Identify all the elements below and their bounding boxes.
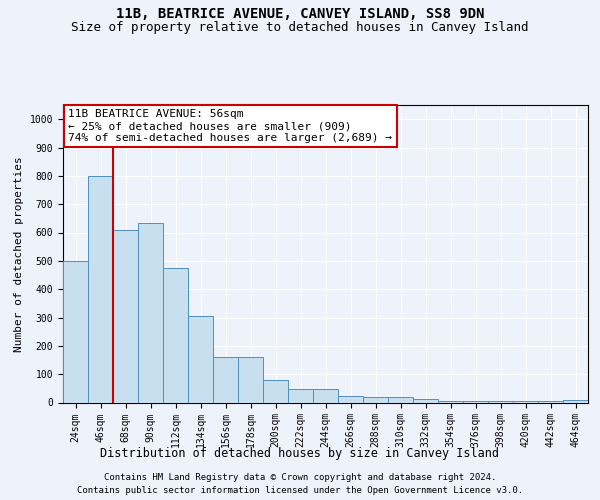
Text: 11B, BEATRICE AVENUE, CANVEY ISLAND, SS8 9DN: 11B, BEATRICE AVENUE, CANVEY ISLAND, SS8… [116, 8, 484, 22]
Bar [388, 397, 413, 402]
Bar [413, 399, 438, 402]
Y-axis label: Number of detached properties: Number of detached properties [14, 156, 24, 352]
Bar [63, 261, 88, 402]
Text: 11B BEATRICE AVENUE: 56sqm
← 25% of detached houses are smaller (909)
74% of sem: 11B BEATRICE AVENUE: 56sqm ← 25% of deta… [68, 110, 392, 142]
Bar [563, 400, 588, 402]
Bar [363, 397, 388, 402]
Bar [138, 222, 163, 402]
Bar [288, 389, 313, 402]
Text: Size of property relative to detached houses in Canvey Island: Size of property relative to detached ho… [71, 21, 529, 34]
Bar [113, 230, 138, 402]
Bar [463, 401, 488, 402]
Text: Distribution of detached houses by size in Canvey Island: Distribution of detached houses by size … [101, 448, 499, 460]
Bar [488, 401, 513, 402]
Bar [163, 268, 188, 402]
Bar [263, 380, 288, 402]
Text: Contains HM Land Registry data © Crown copyright and database right 2024.: Contains HM Land Registry data © Crown c… [104, 472, 496, 482]
Text: Contains public sector information licensed under the Open Government Licence v3: Contains public sector information licen… [77, 486, 523, 495]
Bar [513, 401, 538, 402]
Bar [313, 389, 338, 402]
Bar [338, 396, 363, 402]
Bar [238, 356, 263, 403]
Bar [213, 356, 238, 403]
Bar [88, 176, 113, 402]
Bar [188, 316, 213, 402]
Bar [438, 401, 463, 402]
Bar [538, 401, 563, 402]
